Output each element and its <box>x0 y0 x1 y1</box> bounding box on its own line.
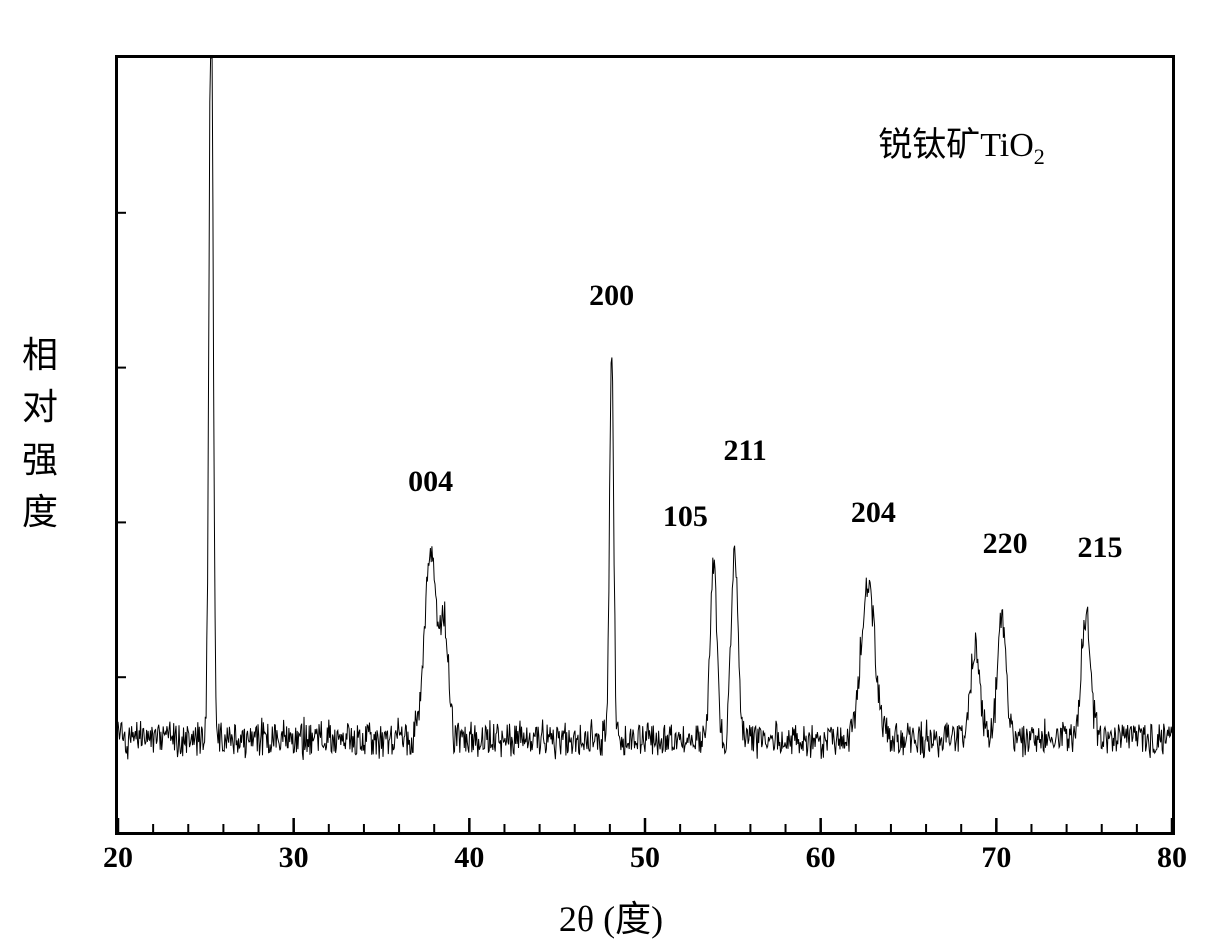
legend-prefix: 锐钛矿 <box>878 127 980 164</box>
legend-subscript: 2 <box>1034 144 1045 169</box>
x-tick-label: 30 <box>279 841 309 875</box>
y-axis-label-char: 对 <box>20 382 60 432</box>
x-tick-label: 60 <box>806 841 836 875</box>
x-tick-label: 50 <box>630 841 660 875</box>
y-axis-label-char: 强 <box>20 435 60 485</box>
peak-label-215: 215 <box>1077 531 1122 565</box>
peak-label-004: 004 <box>408 465 453 499</box>
peak-label-211: 211 <box>723 434 766 468</box>
xrd-trace <box>118 58 1172 832</box>
x-tick-label: 40 <box>454 841 484 875</box>
y-axis-label: 相对强度 <box>20 330 60 540</box>
y-axis-label-char: 相 <box>20 330 60 380</box>
peak-label-105: 105 <box>663 500 708 534</box>
x-axis-label: 2θ (度) <box>0 890 1222 942</box>
peak-label-204: 204 <box>851 496 896 530</box>
peak-label-200: 200 <box>589 279 634 313</box>
y-axis-label-char: 度 <box>20 487 60 537</box>
x-tick-label: 80 <box>1157 841 1187 875</box>
peak-label-220: 220 <box>983 527 1028 561</box>
legend-formula: TiO <box>980 127 1034 164</box>
xrd-chart: 相对强度 2θ (度) 2030405060708010100420010521… <box>0 0 1222 950</box>
x-tick-label: 70 <box>981 841 1011 875</box>
phase-legend: 锐钛矿TiO2 <box>878 117 1045 170</box>
x-tick-label: 20 <box>103 841 133 875</box>
plot-frame <box>115 55 1175 835</box>
